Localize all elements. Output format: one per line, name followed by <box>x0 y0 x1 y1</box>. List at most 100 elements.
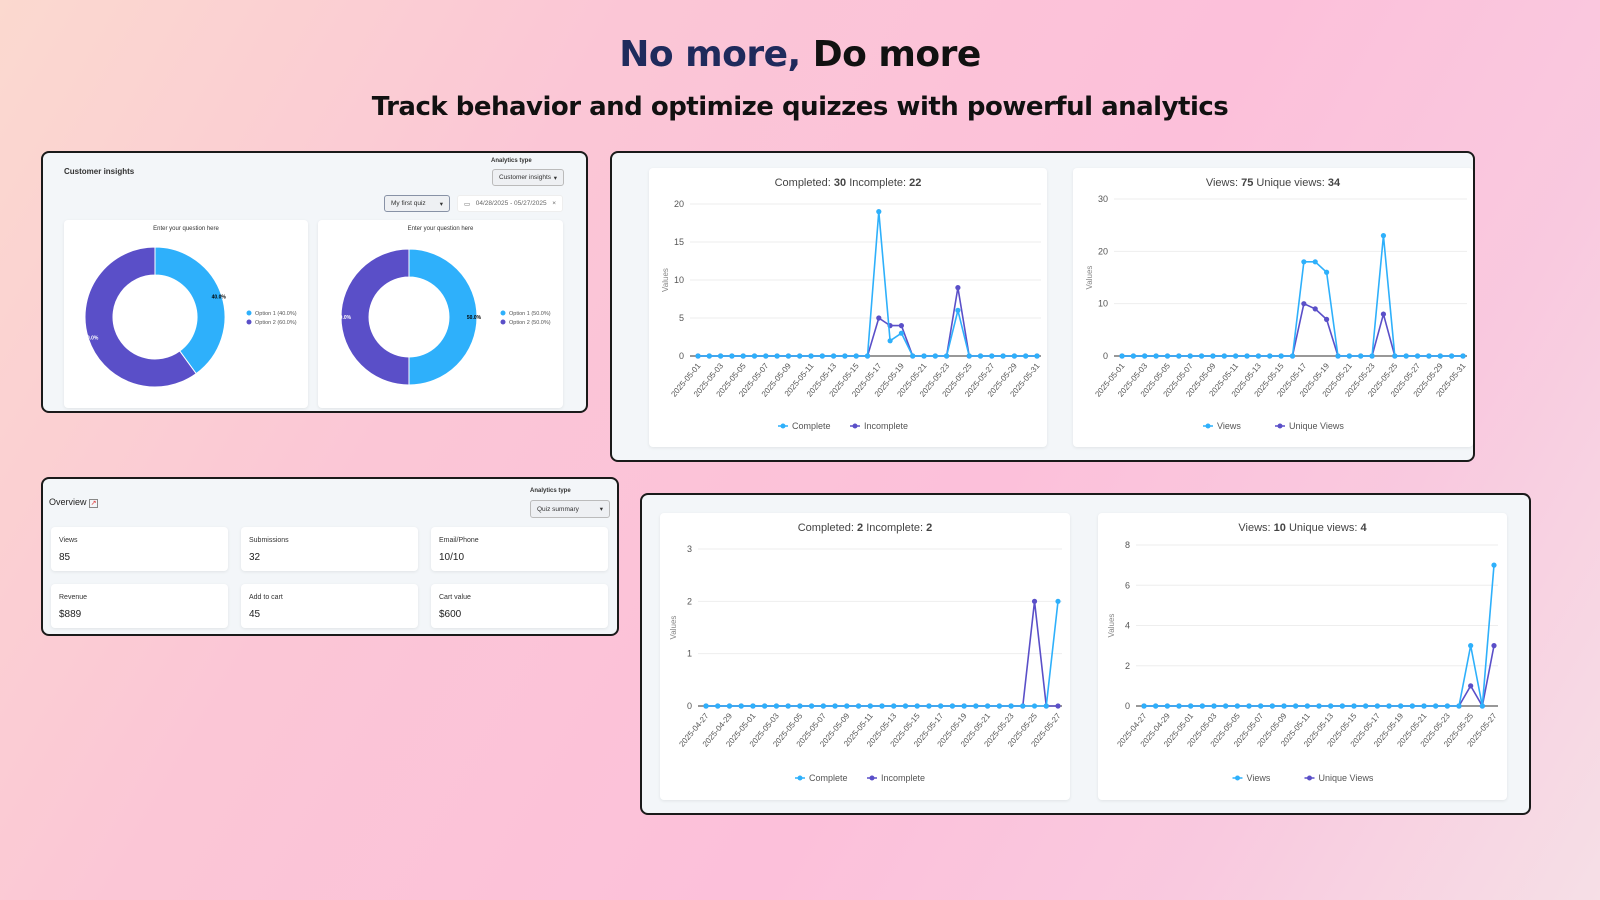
data-point <box>876 315 882 321</box>
overview-title: Overview ↗ <box>49 497 99 508</box>
data-point <box>1328 703 1334 709</box>
completion-line-chart: Completed: 2 Incomplete: 20123Values2025… <box>669 522 1063 783</box>
y-tick-label: 0 <box>687 701 692 711</box>
analytics-type-select[interactable]: Customer insights ▾ <box>492 169 564 186</box>
data-point <box>809 703 815 709</box>
data-point <box>1141 703 1147 709</box>
data-point <box>1421 703 1427 709</box>
y-tick-label: 0 <box>1103 351 1108 361</box>
headline: No more, Do more <box>0 34 1600 75</box>
data-point <box>1316 703 1322 709</box>
data-point <box>1374 703 1380 709</box>
data-point <box>695 353 701 359</box>
legend-label: Complete <box>792 421 831 431</box>
series-line <box>1122 235 1463 357</box>
legend-label: Option 1 (40.0%) <box>255 311 297 317</box>
quiz-select[interactable]: My first quiz ▾ <box>384 195 450 212</box>
data-point <box>887 338 893 344</box>
data-point <box>1008 703 1014 709</box>
stat-value: $600 <box>439 609 462 620</box>
data-point <box>1187 353 1193 359</box>
data-point <box>1188 703 1194 709</box>
chevron-down-icon: ▾ <box>553 174 557 182</box>
data-point <box>985 703 991 709</box>
donut-slice <box>84 246 197 388</box>
date-range-picker[interactable]: ▭ 04/28/2025 - 05/27/2025 × <box>457 195 563 212</box>
data-point <box>785 703 791 709</box>
data-point <box>1346 353 1352 359</box>
y-tick-label: 20 <box>1098 246 1108 256</box>
data-point <box>1386 703 1392 709</box>
data-point <box>1043 703 1049 709</box>
data-point <box>1301 301 1307 307</box>
data-point <box>1055 598 1061 604</box>
y-tick-label: 30 <box>1098 194 1108 204</box>
data-point <box>914 703 920 709</box>
title-label: Views: <box>1238 522 1273 534</box>
legend-label: Option 2 (60.0%) <box>255 320 297 326</box>
data-point <box>898 323 904 329</box>
data-point <box>955 285 961 291</box>
title-value: 2 <box>926 522 932 534</box>
views-chart-card: Views: 75 Unique views: 34 0 10 20 30 Values 2… <box>1073 168 1473 447</box>
analytics-type-value: Quiz summary <box>537 505 579 513</box>
legend-marker-dot <box>852 423 858 429</box>
series-line <box>1144 645 1495 709</box>
y-tick-label: 20 <box>674 199 684 209</box>
title-value: 75 <box>1241 177 1253 189</box>
data-point <box>1339 703 1345 709</box>
pie-chart-1: 40.0% Option 1 (40.0%) 60.0% Option 2 (60.0… <box>84 246 297 388</box>
data-point <box>844 703 850 709</box>
stat-submissions: Submissions 32 <box>241 527 418 571</box>
data-point <box>1210 353 1216 359</box>
close-icon[interactable]: × <box>552 200 556 207</box>
stat-label: Submissions <box>249 537 289 544</box>
data-point <box>926 703 932 709</box>
subheadline: Track behavior and optimize quizzes with… <box>371 92 1229 122</box>
data-point <box>1233 353 1239 359</box>
data-point <box>1437 353 1443 359</box>
data-point <box>996 703 1002 709</box>
legend-marker-dot <box>1277 423 1283 429</box>
y-tick-label: 3 <box>687 544 692 554</box>
data-point <box>1444 703 1450 709</box>
slice-label: 60.0% <box>84 336 99 342</box>
data-point <box>902 703 909 709</box>
data-point <box>1055 703 1061 709</box>
stat-email-phone: Email/Phone 10/10 <box>431 527 608 571</box>
data-point <box>718 353 724 359</box>
chevron-down-icon: ▾ <box>439 200 443 208</box>
legend-label: Views <box>1247 773 1271 783</box>
y-axis-label: Values <box>669 616 678 640</box>
data-point <box>1324 316 1330 322</box>
legend-label: Unique Views <box>1319 773 1374 783</box>
data-point <box>1246 703 1252 709</box>
data-point <box>1211 703 1217 709</box>
chart-title: Completed: 2 Incomplete: 2 <box>798 522 933 534</box>
analytics-type-select[interactable]: Quiz summary ▾ <box>530 500 610 518</box>
data-point <box>1000 353 1006 359</box>
data-point <box>1369 353 1375 359</box>
data-point <box>1278 353 1284 359</box>
data-point <box>1199 703 1205 709</box>
data-point <box>1414 353 1421 359</box>
data-point <box>1011 353 1017 359</box>
analytics-type-label: Analytics type <box>491 158 532 164</box>
legend-marker-dot <box>797 775 803 781</box>
views-line-chart: Views: 75 Unique views: 340102030Values2… <box>1085 177 1468 431</box>
data-point <box>1491 643 1497 649</box>
data-point <box>1020 703 1026 709</box>
top-line-charts-panel: Completed: 30 Incomplete: 22 0 5 10 15 20 Valu… <box>610 151 1475 462</box>
legend-marker-dot <box>869 775 875 781</box>
data-point <box>1223 703 1229 709</box>
y-axis-label: Values <box>1085 266 1094 290</box>
title-value: 2 <box>857 522 863 534</box>
data-point <box>949 703 955 709</box>
title-label: Completed: <box>798 522 857 534</box>
data-point <box>1468 643 1474 649</box>
legend-marker <box>500 310 506 316</box>
data-point <box>808 353 814 359</box>
pie-card-1: Enter your question here 40.0% Option 1 (4… <box>64 220 308 408</box>
data-point <box>1221 353 1227 359</box>
chevron-down-icon: ▾ <box>599 506 603 513</box>
